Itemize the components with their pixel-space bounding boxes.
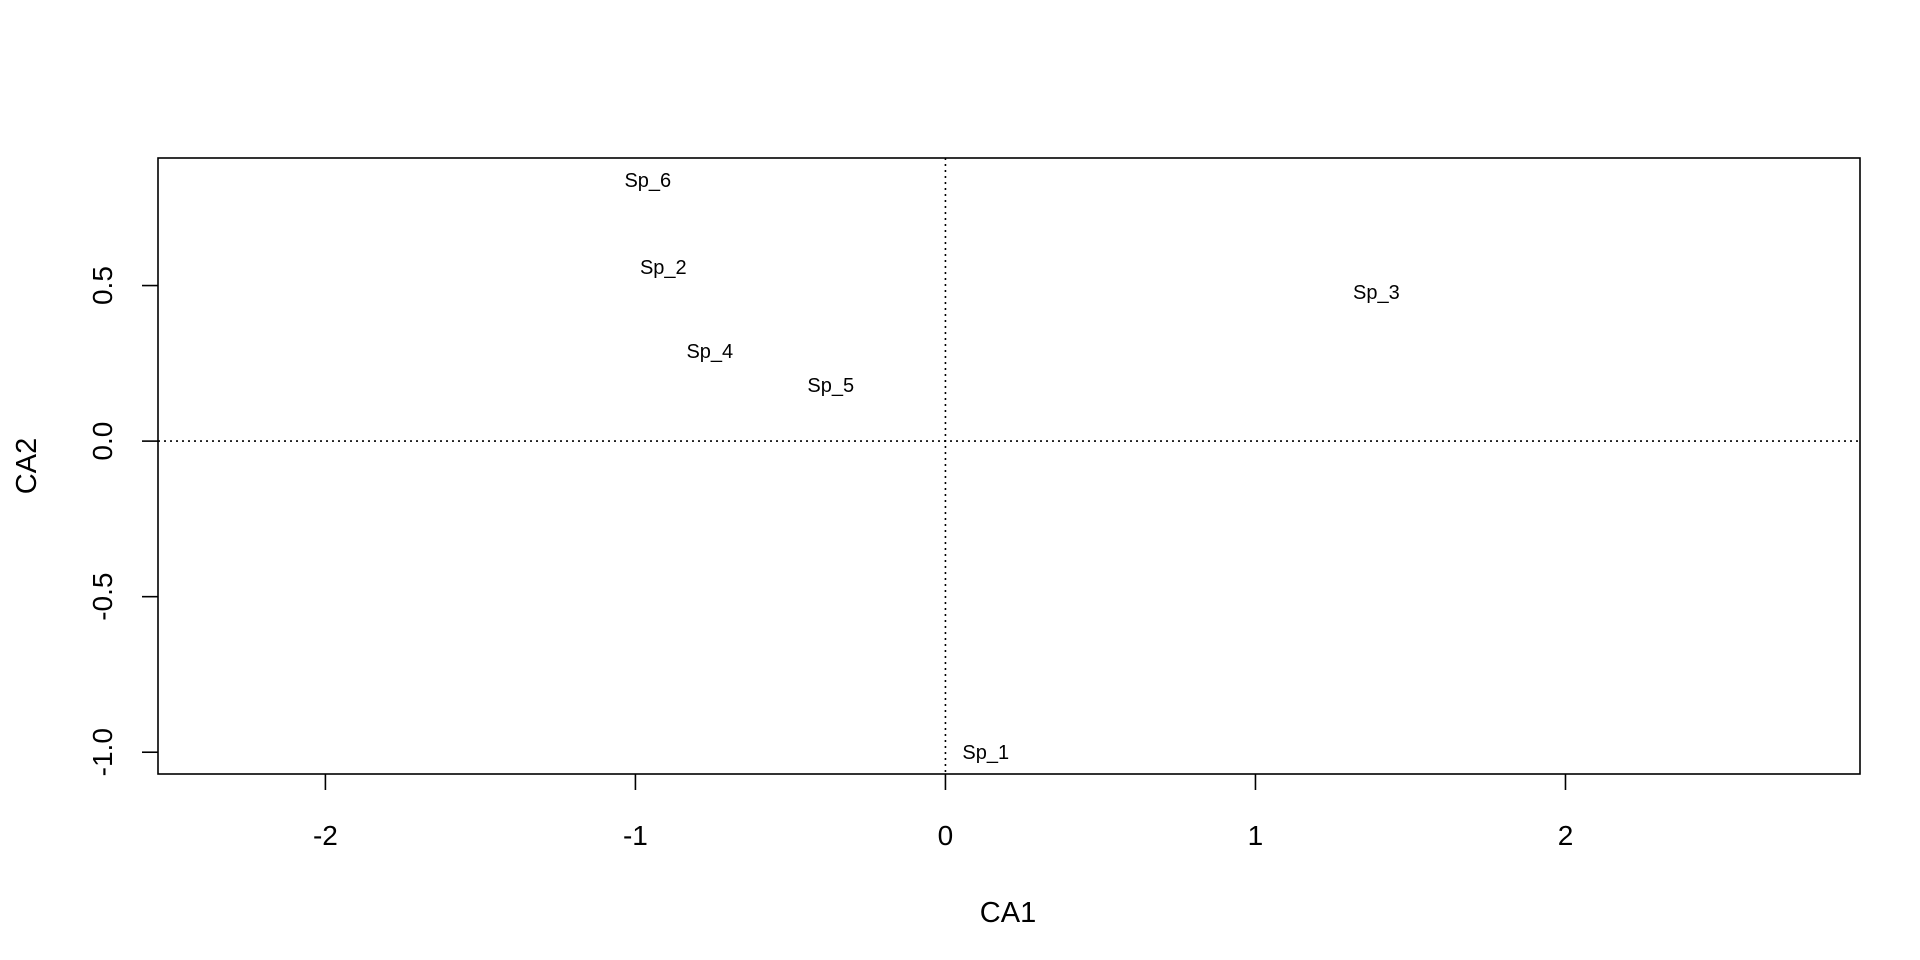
x-tick-label: 2 [1558, 820, 1574, 851]
point-label-sp-3: Sp_3 [1353, 282, 1400, 304]
y-tick-label: 0.0 [87, 422, 118, 461]
y-tick-label: -0.5 [87, 573, 118, 621]
x-axis-title: CA1 [980, 897, 1036, 929]
point-label-sp-5: Sp_5 [807, 375, 854, 397]
point-label-sp-1: Sp_1 [962, 742, 1009, 764]
point-label-sp-2: Sp_2 [640, 257, 687, 279]
y-axis: -1.0 -0.5 0.0 0.5 [87, 266, 158, 776]
x-tick-label: -1 [623, 820, 648, 851]
x-tick-label: 0 [938, 820, 954, 851]
plot-frame [157, 157, 1861, 775]
point-label-sp-4: Sp_4 [686, 341, 733, 363]
y-axis-title: CA2 [11, 438, 43, 494]
y-tick-label: -1.0 [87, 728, 118, 776]
x-axis: -2 -1 0 1 2 [313, 774, 1573, 851]
x-tick-label: 1 [1248, 820, 1264, 851]
x-tick-label: -2 [313, 820, 338, 851]
point-label-sp-6: Sp_6 [624, 170, 671, 192]
y-tick-label: 0.5 [87, 266, 118, 305]
point-labels: Sp_6 Sp_2 Sp_4 Sp_5 Sp_3 Sp_1 [624, 170, 1399, 764]
